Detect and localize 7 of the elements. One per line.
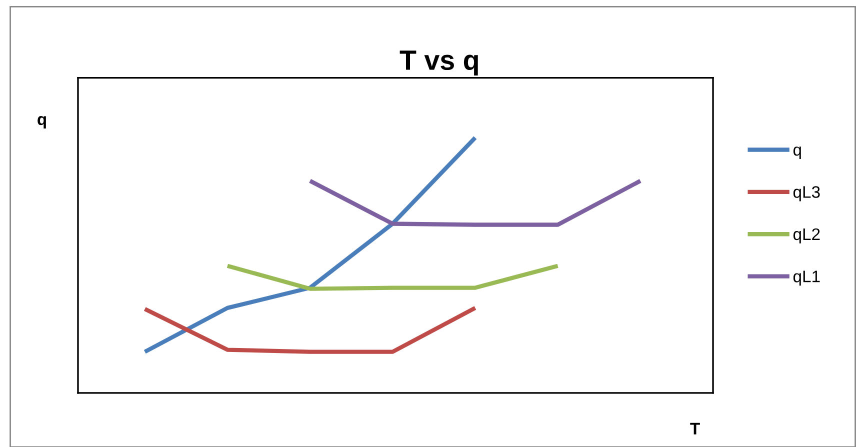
chart-title: T vs q: [400, 50, 478, 76]
x-axis-title: T: [690, 422, 700, 434]
y-axis-title: q: [38, 116, 46, 128]
legend-label: qL2: [793, 228, 820, 244]
legend-label: qL3: [793, 186, 820, 202]
legend-label: qL1: [793, 270, 820, 286]
legend-label: q: [793, 146, 801, 160]
